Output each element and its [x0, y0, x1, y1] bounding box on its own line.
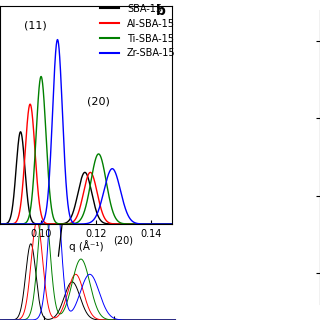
Text: b: b	[156, 4, 166, 18]
Legend: SBA-15, Al-SBA-15, Ti-SBA-15, Zr-SBA-15: SBA-15, Al-SBA-15, Ti-SBA-15, Zr-SBA-15	[96, 0, 180, 62]
Text: (11): (11)	[54, 158, 74, 168]
Text: (20): (20)	[113, 236, 133, 246]
